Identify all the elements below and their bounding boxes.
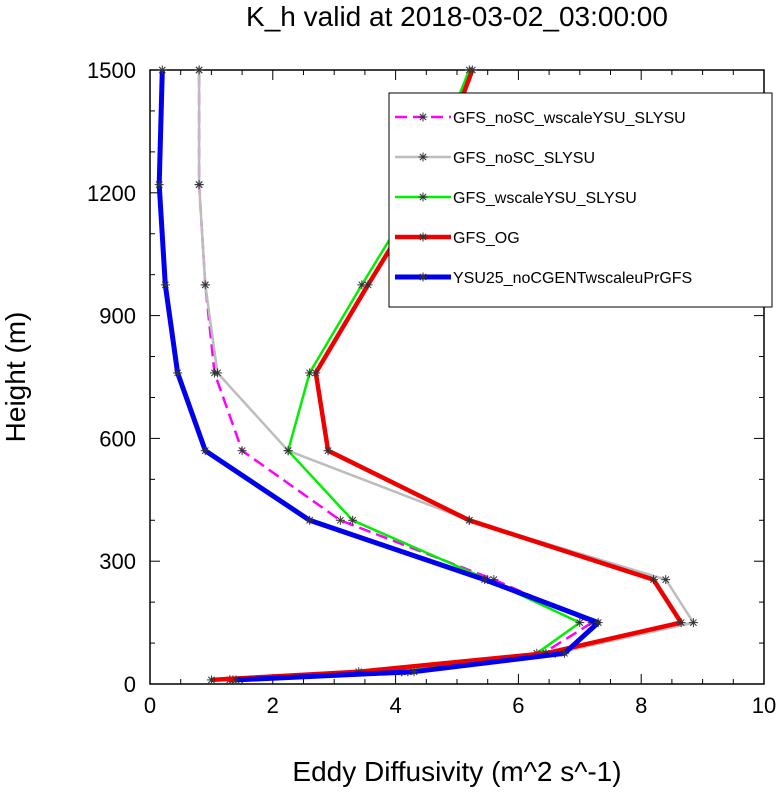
x-axis-label: Eddy Diffusivity (m^2 s^-1)	[292, 756, 621, 787]
legend-marker	[419, 273, 427, 281]
y-tick-label: 1500	[87, 58, 136, 83]
data-point	[481, 576, 489, 584]
data-point	[468, 66, 476, 74]
x-tick-label: 8	[635, 693, 647, 718]
series-layer	[154, 65, 698, 685]
legend: GFS_noSC_wscaleYSU_SLYSU GFS_noSC_SLYSU GF…	[388, 92, 773, 308]
data-point	[238, 447, 246, 455]
y-tick-label: 1200	[87, 181, 136, 206]
y-axis-label: Height (m)	[0, 312, 31, 443]
data-point	[232, 676, 240, 684]
y-tick-label: 900	[99, 304, 136, 329]
y-tick-label: 600	[99, 426, 136, 451]
data-point	[336, 516, 344, 524]
data-point	[195, 181, 203, 189]
data-point	[207, 676, 215, 684]
data-point	[649, 576, 657, 584]
data-point	[465, 516, 473, 524]
data-point	[358, 281, 366, 289]
y-tick-label: 300	[99, 549, 136, 574]
legend-label: GFS_noSC_SLYSU	[453, 150, 595, 167]
legend-label: YSU25_noCGENTwscaleuPrGFS	[453, 270, 692, 287]
legend-box	[388, 92, 773, 308]
data-point	[201, 447, 209, 455]
data-point	[306, 516, 314, 524]
data-point	[155, 181, 163, 189]
x-tick-label: 0	[144, 693, 156, 718]
legend-marker	[419, 233, 427, 241]
data-point	[161, 281, 169, 289]
data-point	[594, 619, 602, 627]
data-point	[284, 447, 292, 455]
x-tick-label: 2	[267, 693, 279, 718]
data-point	[324, 447, 332, 455]
chart-title: K_h valid at 2018-03-02_03:00:00	[246, 1, 668, 32]
legend-label: GFS_OG	[453, 230, 520, 247]
data-point	[560, 649, 568, 657]
legend-marker	[419, 193, 427, 201]
data-point	[195, 66, 203, 74]
data-point	[214, 369, 222, 377]
legend-label: GFS_noSC_wscaleYSU_SLYSU	[453, 110, 686, 127]
legend-marker	[419, 113, 427, 121]
data-point	[364, 281, 372, 289]
data-point	[689, 619, 697, 627]
x-tick-label: 10	[752, 693, 776, 718]
data-point	[312, 369, 320, 377]
data-point	[201, 281, 209, 289]
legend-marker	[419, 153, 427, 161]
x-tick-label: 6	[512, 693, 524, 718]
axes: 0 2 4 6 8 10 0 300 600 900 1200 1500	[87, 58, 776, 718]
x-tick-label: 4	[389, 693, 401, 718]
data-point	[410, 668, 418, 676]
data-point	[306, 369, 314, 377]
data-point	[349, 516, 357, 524]
data-point	[677, 619, 685, 627]
data-point	[174, 369, 182, 377]
data-point	[158, 66, 166, 74]
data-point	[662, 576, 670, 584]
data-point	[576, 619, 584, 627]
legend-label: GFS_wscaleYSU_SLYSU	[453, 190, 637, 207]
series-YSU25_noCGENTwscaleuPrGFS	[154, 65, 603, 685]
y-tick-label: 0	[124, 672, 136, 697]
